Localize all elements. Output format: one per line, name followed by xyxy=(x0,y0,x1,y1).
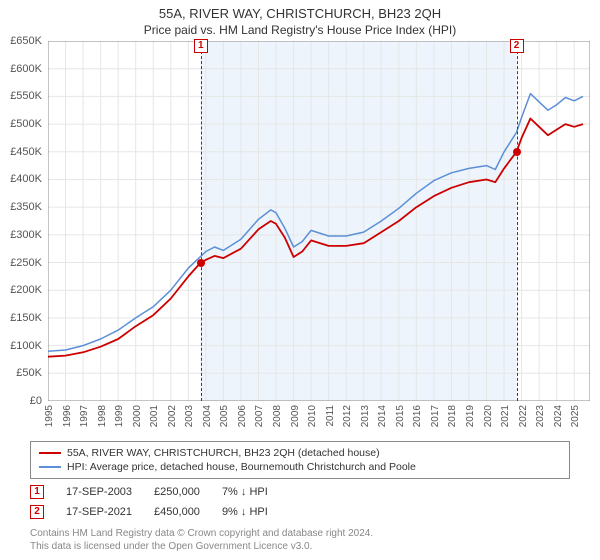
x-tick-label: 2025 xyxy=(570,405,581,427)
chart-container: 55A, RIVER WAY, CHRISTCHURCH, BH23 2QH P… xyxy=(0,0,600,560)
footer-attribution: Contains HM Land Registry data © Crown c… xyxy=(30,527,570,553)
y-tick-label: £250K xyxy=(10,257,42,269)
sale-row: 1 17-SEP-2003 £250,000 7% ↓ HPI xyxy=(30,485,570,499)
sale-price: £250,000 xyxy=(154,486,200,498)
x-tick-label: 2011 xyxy=(325,405,336,427)
x-tick-label: 1995 xyxy=(44,405,55,427)
legend: 55A, RIVER WAY, CHRISTCHURCH, BH23 2QH (… xyxy=(30,441,570,479)
x-tick-label: 1996 xyxy=(62,405,73,427)
x-tick-label: 2006 xyxy=(237,405,248,427)
chart-svg xyxy=(48,41,590,401)
marker-box-icon: 2 xyxy=(510,39,524,53)
chart-title: 55A, RIVER WAY, CHRISTCHURCH, BH23 2QH xyxy=(0,0,600,21)
marker-box-icon: 1 xyxy=(194,39,208,53)
x-tick-label: 2024 xyxy=(553,405,564,427)
x-tick-label: 2022 xyxy=(518,405,529,427)
sale-marker-icon: 2 xyxy=(30,505,44,519)
marker-dot-icon xyxy=(513,148,521,156)
y-tick-label: £0 xyxy=(30,395,42,407)
legend-item: 55A, RIVER WAY, CHRISTCHURCH, BH23 2QH (… xyxy=(39,446,561,460)
sale-row: 2 17-SEP-2021 £450,000 9% ↓ HPI xyxy=(30,505,570,519)
x-tick-label: 2012 xyxy=(342,405,353,427)
x-tick-label: 2023 xyxy=(535,405,546,427)
x-tick-label: 2009 xyxy=(290,405,301,427)
x-tick-label: 2019 xyxy=(465,405,476,427)
y-tick-label: £400K xyxy=(10,173,42,185)
y-tick-label: £550K xyxy=(10,90,42,102)
legend-swatch xyxy=(39,466,61,468)
y-tick-label: £350K xyxy=(10,201,42,213)
x-tick-label: 1997 xyxy=(79,405,90,427)
sale-marker-icon: 1 xyxy=(30,485,44,499)
y-tick-label: £450K xyxy=(10,146,42,158)
chart-subtitle: Price paid vs. HM Land Registry's House … xyxy=(0,21,600,41)
marker-dot-icon xyxy=(197,259,205,267)
x-tick-label: 2008 xyxy=(272,405,283,427)
x-tick-label: 2016 xyxy=(412,405,423,427)
y-tick-label: £150K xyxy=(10,312,42,324)
y-tick-label: £650K xyxy=(10,35,42,47)
footer-line: Contains HM Land Registry data © Crown c… xyxy=(30,527,570,540)
x-tick-label: 2018 xyxy=(447,405,458,427)
chart-plot-area: £0£50K£100K£150K£200K£250K£300K£350K£400… xyxy=(48,41,590,401)
legend-item: HPI: Average price, detached house, Bour… xyxy=(39,460,561,474)
legend-label: HPI: Average price, detached house, Bour… xyxy=(67,461,416,473)
x-tick-label: 2000 xyxy=(132,405,143,427)
sale-date: 17-SEP-2021 xyxy=(66,506,132,518)
legend-label: 55A, RIVER WAY, CHRISTCHURCH, BH23 2QH (… xyxy=(67,447,380,459)
x-tick-label: 2013 xyxy=(360,405,371,427)
y-tick-label: £600K xyxy=(10,63,42,75)
x-tick-label: 2017 xyxy=(430,405,441,427)
x-tick-label: 2001 xyxy=(149,405,160,427)
marker-vline xyxy=(201,41,202,401)
sale-price: £450,000 xyxy=(154,506,200,518)
marker-vline xyxy=(517,41,518,401)
x-tick-label: 1999 xyxy=(114,405,125,427)
x-tick-label: 2014 xyxy=(377,405,388,427)
y-tick-label: £300K xyxy=(10,229,42,241)
x-tick-label: 2020 xyxy=(483,405,494,427)
x-axis-ticks: 1995199619971998199920002001200220032004… xyxy=(48,401,590,435)
x-tick-label: 2015 xyxy=(395,405,406,427)
sale-date: 17-SEP-2003 xyxy=(66,486,132,498)
x-tick-label: 2005 xyxy=(219,405,230,427)
y-tick-label: £100K xyxy=(10,340,42,352)
x-tick-label: 2021 xyxy=(500,405,511,427)
x-tick-label: 2003 xyxy=(184,405,195,427)
y-tick-label: £500K xyxy=(10,118,42,130)
x-tick-label: 2004 xyxy=(202,405,213,427)
x-tick-label: 2010 xyxy=(307,405,318,427)
sale-delta: 7% ↓ HPI xyxy=(222,486,268,498)
footer-line: This data is licensed under the Open Gov… xyxy=(30,540,570,553)
sale-delta: 9% ↓ HPI xyxy=(222,506,268,518)
y-tick-label: £50K xyxy=(16,367,42,379)
x-tick-label: 2007 xyxy=(254,405,265,427)
x-tick-label: 1998 xyxy=(97,405,108,427)
x-tick-label: 2002 xyxy=(167,405,178,427)
legend-swatch xyxy=(39,452,61,454)
y-tick-label: £200K xyxy=(10,284,42,296)
